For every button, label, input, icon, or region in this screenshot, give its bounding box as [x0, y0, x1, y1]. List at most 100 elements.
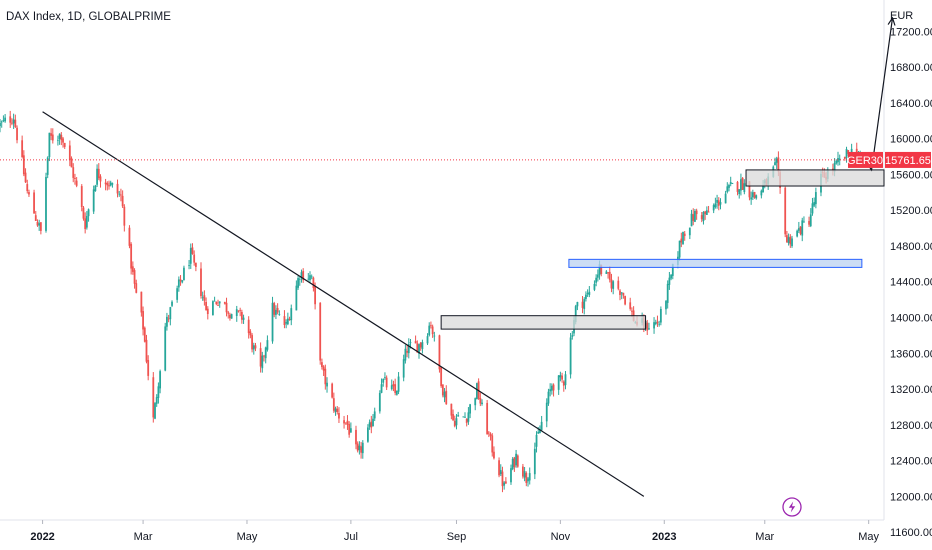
candle-body — [120, 194, 122, 196]
candle-body — [108, 185, 110, 187]
candle-body — [622, 292, 625, 296]
candle-body — [203, 295, 206, 301]
candle-body — [487, 432, 490, 434]
candle-body — [109, 182, 112, 186]
candle-body — [596, 274, 599, 278]
candle-body — [39, 222, 42, 231]
candle-body — [206, 308, 209, 315]
candle-body — [796, 230, 799, 237]
candle-body — [247, 319, 250, 334]
candle-body — [525, 473, 528, 483]
candle-body — [617, 280, 620, 289]
candle-body — [46, 157, 49, 175]
candle-body — [835, 160, 838, 164]
candle-body — [510, 468, 512, 483]
candle-body — [443, 391, 446, 398]
zones-layer[interactable] — [440, 169, 885, 330]
time-axis[interactable]: 2022 Mar May Jul Sep Nov 2023 Mar May — [30, 520, 880, 543]
candle-body — [409, 342, 412, 344]
candle-body — [336, 408, 339, 412]
candle-body — [142, 311, 144, 330]
candle-body — [360, 446, 362, 453]
candle-body — [28, 192, 30, 195]
candle-body — [26, 184, 29, 191]
candle-body — [433, 335, 436, 337]
projection-arrow[interactable] — [865, 17, 894, 172]
candle-body — [441, 384, 444, 396]
candle-body — [654, 322, 657, 325]
candle-body — [116, 183, 119, 194]
candle-body — [474, 398, 477, 406]
candle-body — [286, 318, 289, 325]
candle-body — [682, 231, 684, 245]
candle-body — [503, 482, 506, 486]
candle-body — [702, 212, 705, 221]
candle-body — [252, 345, 255, 350]
candle-body — [283, 316, 286, 326]
candle-body — [45, 176, 47, 231]
x-tick-label: May — [858, 531, 879, 543]
candle-body — [583, 299, 586, 310]
y-tick-label: 16400.00 — [890, 98, 932, 110]
candle-body — [452, 414, 454, 421]
candle-body — [666, 283, 669, 303]
candle-body — [753, 191, 756, 198]
x-tick-label: 2023 — [652, 531, 676, 543]
candle-body — [515, 453, 517, 466]
resistance-zone-2022[interactable] — [440, 315, 647, 330]
candle-body — [716, 199, 718, 203]
support-zone-2023[interactable] — [745, 169, 885, 187]
price-tag-bg — [885, 151, 931, 168]
candle-body — [368, 422, 371, 427]
candle-body — [845, 149, 848, 158]
candle-body — [194, 262, 197, 267]
candle-body — [535, 434, 538, 447]
support-zone-blue[interactable] — [568, 258, 863, 268]
candle-body — [290, 308, 293, 321]
candle-body — [750, 197, 753, 200]
y-tick-label: 17200.00 — [890, 26, 932, 38]
candle-body — [801, 220, 804, 236]
candle-body — [533, 448, 536, 475]
candle-body — [51, 134, 54, 141]
candle-body — [694, 211, 696, 222]
candle-body — [738, 189, 741, 195]
candle-body — [586, 293, 589, 294]
candle-body — [775, 158, 778, 163]
candle-body — [619, 290, 621, 295]
candle-body — [397, 376, 400, 392]
y-tick-label: 14000.00 — [890, 312, 932, 324]
candle-body — [104, 182, 107, 185]
candle-body — [755, 195, 758, 199]
candle-body — [4, 117, 7, 122]
candle-body — [607, 272, 609, 274]
candle-body — [370, 421, 373, 428]
candle-body — [659, 308, 662, 323]
candle-body — [349, 428, 352, 433]
candle-body — [574, 306, 577, 323]
alert-icon[interactable] — [782, 497, 802, 517]
candle-body — [237, 310, 240, 312]
candle-body — [646, 322, 649, 331]
candle-body — [343, 420, 345, 424]
candle-body — [48, 132, 51, 158]
candle-body — [70, 158, 73, 168]
candle-body — [159, 371, 162, 389]
candle-body — [229, 314, 231, 319]
candle-body — [50, 133, 52, 136]
candle-body — [314, 286, 317, 305]
candle-body — [414, 341, 417, 344]
candle-body — [201, 297, 204, 299]
price-axis[interactable]: 17200.00 16800.00 16400.00 16000.00 15600.00… — [890, 26, 932, 539]
candle-body — [695, 210, 698, 215]
candle-body — [620, 292, 623, 294]
downtrend-line[interactable] — [42, 111, 645, 497]
candle-body — [419, 342, 422, 348]
candle-body — [789, 236, 792, 245]
candle-body — [539, 429, 541, 433]
candle-body — [34, 215, 37, 221]
candle-body — [271, 302, 274, 342]
candle-body — [797, 228, 800, 231]
candle-body — [212, 301, 214, 316]
